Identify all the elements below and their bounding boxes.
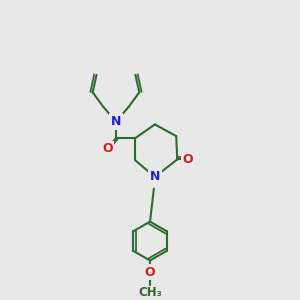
- Text: N: N: [111, 115, 121, 128]
- Text: CH₃: CH₃: [138, 286, 162, 299]
- Text: O: O: [145, 266, 155, 279]
- Text: O: O: [183, 153, 193, 166]
- Text: N: N: [150, 170, 160, 183]
- Text: O: O: [102, 142, 112, 155]
